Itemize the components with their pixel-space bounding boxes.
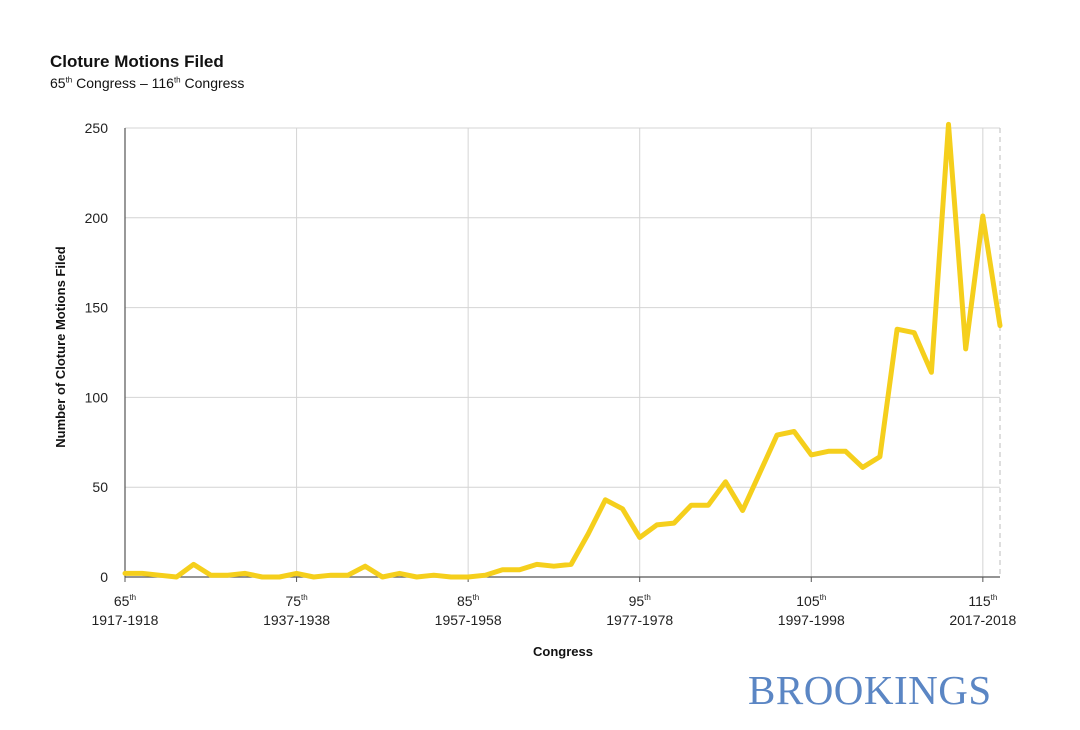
y-tick-label: 250 <box>85 120 109 136</box>
data-point <box>912 330 917 335</box>
x-tick-label: 105th <box>796 593 826 609</box>
y-tick-label: 150 <box>85 300 109 316</box>
y-tick-label: 200 <box>85 210 109 226</box>
data-point <box>277 575 282 580</box>
data-point <box>946 122 951 127</box>
data-point <box>534 562 539 567</box>
y-tick-label: 0 <box>100 569 108 585</box>
data-point <box>672 521 677 526</box>
data-point <box>448 575 453 580</box>
subtitle-middle-text: Congress – <box>72 75 152 91</box>
data-point <box>431 573 436 578</box>
data-point <box>225 573 230 578</box>
data-point <box>980 214 985 219</box>
x-tick-label: 75th <box>285 593 307 609</box>
y-axis-title: Number of Cloture Motions Filed <box>53 246 68 448</box>
data-point <box>208 573 213 578</box>
data-point <box>723 479 728 484</box>
data-point <box>963 346 968 351</box>
data-point <box>260 575 265 580</box>
data-point <box>586 531 591 536</box>
data-point <box>397 571 402 576</box>
data-point <box>414 575 419 580</box>
data-point <box>792 429 797 434</box>
x-tick-label: 65th <box>114 593 136 609</box>
data-point <box>363 564 368 569</box>
data-point <box>140 571 145 576</box>
x-tick-years: 1937-1938 <box>263 612 330 628</box>
data-point <box>157 573 162 578</box>
data-point <box>637 535 642 540</box>
x-tick-years: 1957-1958 <box>435 612 502 628</box>
data-point <box>998 323 1003 328</box>
data-point <box>843 449 848 454</box>
data-point <box>877 454 882 459</box>
data-point <box>895 327 900 332</box>
subtitle-start-number: 65 <box>50 75 66 91</box>
data-point <box>466 575 471 580</box>
subtitle-end-ordinal: th <box>173 75 181 85</box>
data-point <box>757 470 762 475</box>
data-point <box>551 564 556 569</box>
x-tick-label: 85th <box>457 593 479 609</box>
subtitle-start-ordinal: th <box>65 75 73 85</box>
data-point <box>620 506 625 511</box>
data-point <box>517 567 522 572</box>
data-point <box>174 575 179 580</box>
x-tick-label: 95th <box>629 593 651 609</box>
data-point <box>603 497 608 502</box>
data-point <box>346 573 351 578</box>
x-tick-years: 2017-2018 <box>949 612 1016 628</box>
data-point <box>123 571 128 576</box>
x-tick-years: 1977-1978 <box>606 612 673 628</box>
data-point <box>243 571 248 576</box>
data-point <box>809 452 814 457</box>
data-point <box>380 575 385 580</box>
chart-subtitle: 65th Congress – 116th Congress <box>50 75 244 91</box>
data-point <box>500 567 505 572</box>
subtitle-tail-text: Congress <box>180 75 245 91</box>
data-point <box>740 508 745 513</box>
data-point <box>826 449 831 454</box>
y-tick-label: 100 <box>85 389 109 405</box>
data-point <box>191 562 196 567</box>
data-point <box>654 522 659 527</box>
data-point <box>483 573 488 578</box>
chart-title: Cloture Motions Filed <box>50 52 224 71</box>
data-point <box>689 503 694 508</box>
data-point <box>311 575 316 580</box>
x-axis-title: Congress <box>533 644 593 659</box>
data-point <box>294 571 299 576</box>
data-point <box>774 433 779 438</box>
data-point <box>328 573 333 578</box>
subtitle-end-number: 116 <box>151 75 174 91</box>
data-point <box>860 465 865 470</box>
data-point <box>706 503 711 508</box>
x-tick-years: 1917-1918 <box>92 612 159 628</box>
data-point <box>929 370 934 375</box>
data-point <box>569 562 574 567</box>
cloture-motions-series-line <box>122 121 1003 580</box>
brookings-logo: BROOKINGS <box>748 667 992 713</box>
x-tick-label: 115th <box>968 593 997 609</box>
y-tick-label: 50 <box>92 479 108 495</box>
x-tick-years: 1997-1998 <box>778 612 845 628</box>
